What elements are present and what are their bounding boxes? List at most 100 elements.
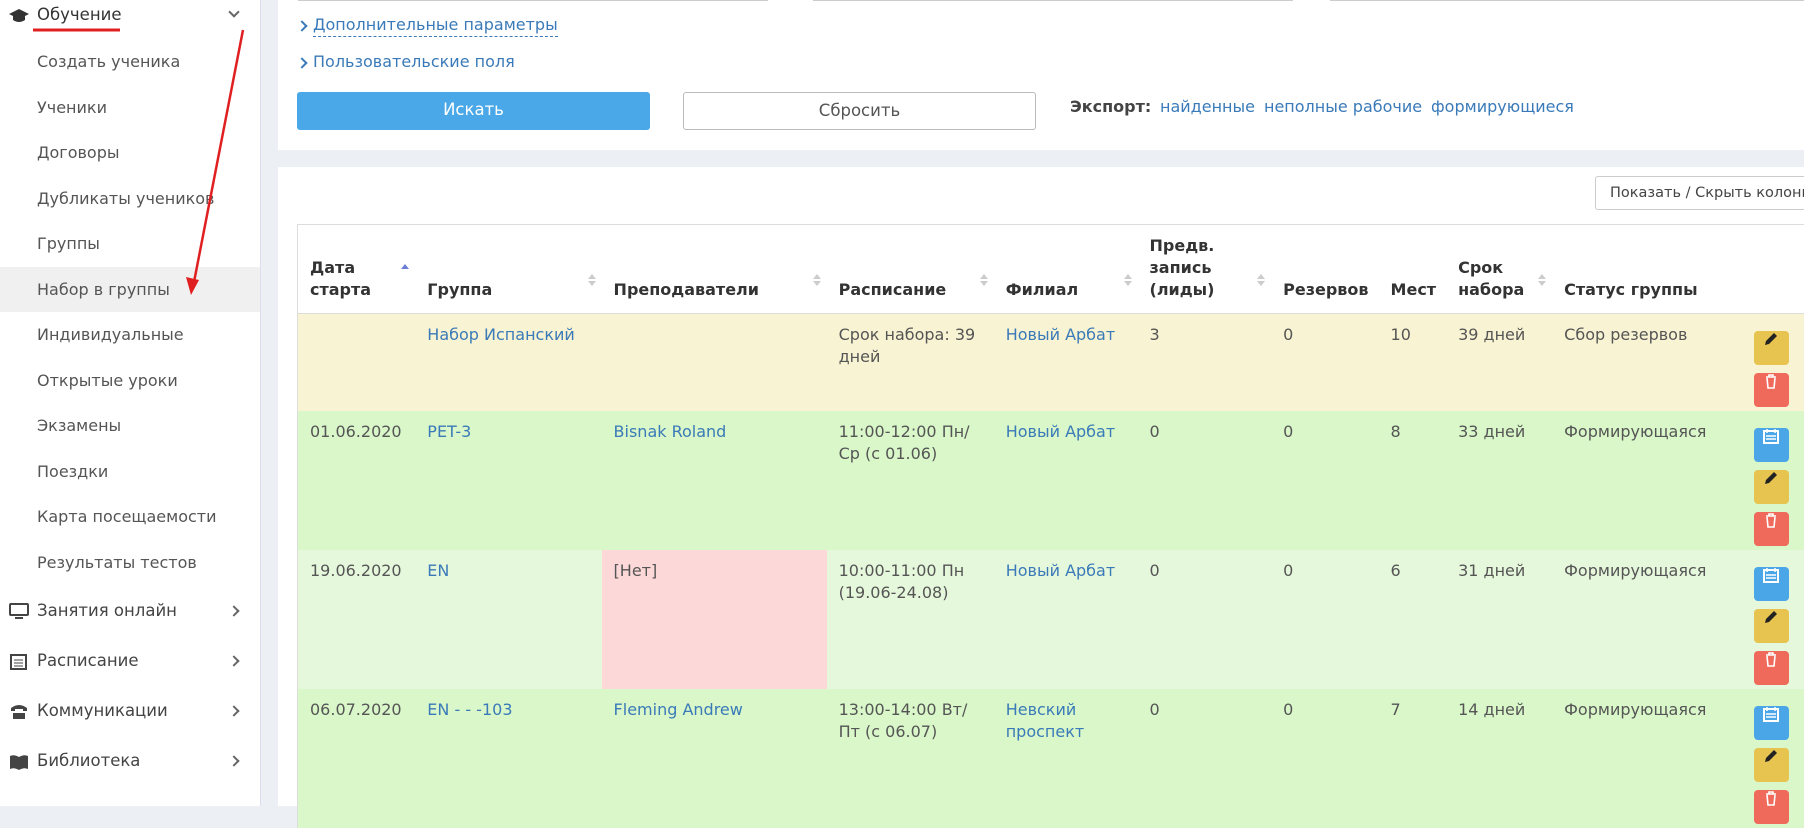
table-cell: 19.06.2020 xyxy=(298,550,416,689)
export-link[interactable]: найденные xyxy=(1160,97,1255,116)
menu-item[interactable]: Поездки xyxy=(0,449,260,494)
menu-item[interactable]: Результаты тестов xyxy=(0,540,260,585)
menu-group[interactable]: Расписание xyxy=(0,636,260,686)
column-header[interactable]: Предв. запись (лиды) xyxy=(1138,225,1272,314)
extra-params-link[interactable]: Дополнительные параметры xyxy=(313,14,558,37)
cell-text: Срок набора: 39 дней xyxy=(839,325,976,366)
header-text: Группа xyxy=(427,280,492,299)
sort-icon xyxy=(980,274,988,279)
cell-text: 0 xyxy=(1150,561,1160,580)
export-link[interactable]: формирующиеся xyxy=(1431,97,1574,116)
cell-link[interactable]: Bisnak Roland xyxy=(614,422,727,441)
cell-text: 0 xyxy=(1150,422,1160,441)
delete-button[interactable] xyxy=(1754,790,1789,824)
table-cell: 7 xyxy=(1379,689,1447,828)
column-header[interactable]: Преподаватели xyxy=(602,225,827,314)
table-cell: Новый Арбат xyxy=(994,550,1138,689)
group-icon xyxy=(9,602,29,620)
header-text: Филиал xyxy=(1006,280,1079,299)
schedule-button[interactable] xyxy=(1754,428,1789,462)
table-cell: 01.06.2020 xyxy=(298,411,416,550)
cell-text: 0 xyxy=(1283,422,1293,441)
edit-button[interactable] xyxy=(1754,748,1789,782)
cell-text: 0 xyxy=(1283,561,1293,580)
cell-link[interactable]: Невский проспект xyxy=(1006,700,1085,741)
schedule-button[interactable] xyxy=(1754,706,1789,740)
cell-text: 0 xyxy=(1283,325,1293,344)
menu-group[interactable]: Коммуникации xyxy=(0,686,260,736)
cell-text: 33 дней xyxy=(1458,422,1525,441)
edit-button[interactable] xyxy=(1754,331,1789,365)
sort-icon xyxy=(813,274,821,279)
table-cell: 06.07.2020 xyxy=(298,689,416,828)
table-cell: 0 xyxy=(1138,411,1272,550)
search-button[interactable]: Искать xyxy=(297,92,650,130)
column-header[interactable]: Резервов xyxy=(1271,225,1378,314)
table-cell: Формирующаяся xyxy=(1552,689,1745,828)
delete-button[interactable] xyxy=(1754,373,1789,407)
delete-button[interactable] xyxy=(1754,651,1789,685)
cell-link[interactable]: Fleming Andrew xyxy=(614,700,743,719)
export-link[interactable]: неполные рабочие xyxy=(1264,97,1422,116)
table-cell: Fleming Andrew xyxy=(602,689,827,828)
reset-button[interactable]: Сбросить xyxy=(683,92,1036,130)
cell-text: 19.06.2020 xyxy=(310,561,402,580)
cell-link[interactable]: Новый Арбат xyxy=(1006,325,1115,344)
menu-group-label: Расписание xyxy=(37,651,139,670)
table-cell: 0 xyxy=(1138,689,1272,828)
menu-item[interactable]: Открытые уроки xyxy=(0,358,260,403)
table-cell: 11:00-12:00 Пн/Ср (с 01.06) xyxy=(827,411,994,550)
column-header[interactable]: Дата старта xyxy=(298,225,416,314)
column-header[interactable]: Статус группы xyxy=(1552,225,1745,314)
menu-group[interactable]: Библиотека xyxy=(0,736,260,786)
cell-text: 10:00-11:00 Пн (19.06-24.08) xyxy=(839,561,965,602)
table-cell: Сбор резервов xyxy=(1552,314,1745,412)
table-cell: 39 дней xyxy=(1446,314,1552,412)
actions-cell xyxy=(1745,550,1804,689)
cell-text: 7 xyxy=(1391,700,1401,719)
cell-link[interactable]: PET-3 xyxy=(427,422,471,441)
edit-button[interactable] xyxy=(1754,470,1789,504)
cell-link[interactable]: Набор Испанский xyxy=(427,325,574,344)
table-cell: 14 дней xyxy=(1446,689,1552,828)
cell-text: 14 дней xyxy=(1458,700,1525,719)
menu-item[interactable]: Экзамены xyxy=(0,403,260,448)
header-text: Преподаватели xyxy=(614,280,759,299)
menu-item[interactable]: Карта посещаемости xyxy=(0,494,260,539)
delete-button[interactable] xyxy=(1754,512,1789,546)
table-cell: Новый Арбат xyxy=(994,314,1138,412)
cell-link[interactable]: EN - - -103 xyxy=(427,700,512,719)
table-cell: 8 xyxy=(1379,411,1447,550)
cell-text: 3 xyxy=(1150,325,1160,344)
column-header[interactable]: Расписание xyxy=(827,225,994,314)
cell-text: 10 xyxy=(1391,325,1411,344)
cell-link[interactable]: Новый Арбат xyxy=(1006,561,1115,580)
column-header[interactable]: Филиал xyxy=(994,225,1138,314)
group-icon xyxy=(9,752,29,770)
column-header[interactable]: Группа xyxy=(415,225,601,314)
schedule-button[interactable] xyxy=(1754,567,1789,601)
table-cell: 0 xyxy=(1271,689,1378,828)
columns-toggle[interactable]: Показать / Скрыть колонки xyxy=(1595,176,1804,210)
header-text: Мест xyxy=(1391,280,1437,299)
column-header[interactable]: Срок набора xyxy=(1446,225,1552,314)
actions-cell xyxy=(1745,689,1804,828)
menu-group-label: Занятия онлайн xyxy=(37,601,177,620)
table-cell: 10:00-11:00 Пн (19.06-24.08) xyxy=(827,550,994,689)
cell-text: 31 дней xyxy=(1458,561,1525,580)
custom-fields-link[interactable]: Пользовательские поля xyxy=(313,51,515,73)
header-text: Расписание xyxy=(839,280,947,299)
menu-item[interactable]: Индивидуальные xyxy=(0,312,260,357)
column-header[interactable]: Мест xyxy=(1379,225,1447,314)
menu-group[interactable]: Занятия онлайн xyxy=(0,586,260,636)
edit-button[interactable] xyxy=(1754,609,1789,643)
table-cell: 0 xyxy=(1271,550,1378,689)
cell-text: 6 xyxy=(1391,561,1401,580)
sort-icon xyxy=(1538,274,1546,279)
header-text: Предв. запись (лиды) xyxy=(1150,236,1215,299)
cell-text: 01.06.2020 xyxy=(310,422,402,441)
cell-link[interactable]: EN xyxy=(427,561,449,580)
cell-link[interactable]: Новый Арбат xyxy=(1006,422,1115,441)
